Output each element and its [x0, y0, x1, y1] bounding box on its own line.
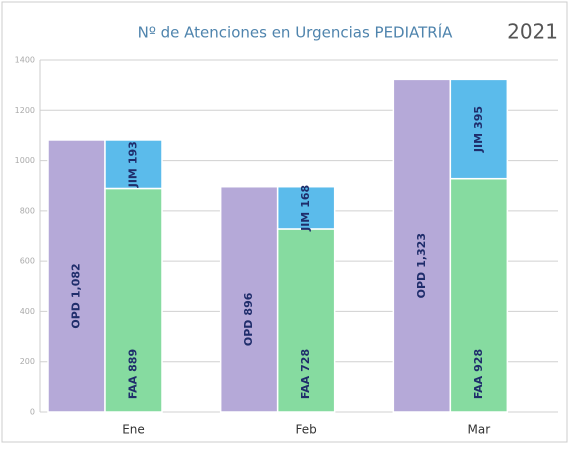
data-label: FAA 728 — [299, 349, 312, 399]
chart-title: Nº de Atenciones en Urgencias PEDIATRÍA — [138, 23, 454, 42]
series-name: JIM — [299, 212, 312, 232]
series-name: OPD — [415, 272, 428, 299]
series-name: OPD — [242, 320, 255, 347]
data-label: JIM 168 — [299, 185, 312, 232]
data-label: OPD 1,082 — [70, 263, 83, 328]
y-tick-label: 600 — [20, 257, 35, 266]
data-label: FAA 928 — [472, 349, 485, 399]
value-label: 728 — [299, 349, 312, 372]
value-label: 1,082 — [70, 263, 83, 298]
y-tick-label: 800 — [20, 206, 35, 215]
y-tick-label: 0 — [30, 408, 35, 417]
bar — [276, 228, 336, 413]
data-label: OPD 1,323 — [415, 233, 428, 298]
bar — [219, 185, 279, 413]
y-tick-label: 1000 — [15, 156, 35, 165]
series-name: OPD — [70, 302, 83, 329]
bar — [47, 139, 106, 413]
data-label: JIM 193 — [127, 141, 140, 188]
data-label: JIM 395 — [472, 106, 485, 153]
value-label: 168 — [299, 185, 312, 208]
value-label: 193 — [127, 141, 140, 164]
data-label: FAA 889 — [127, 349, 140, 399]
series-name: FAA — [299, 375, 312, 399]
bar — [449, 177, 509, 413]
x-tick-label: Mar — [468, 423, 491, 437]
bar — [104, 187, 163, 413]
series-name: FAA — [472, 375, 485, 399]
y-tick-label: 1400 — [15, 56, 35, 65]
bar — [449, 78, 509, 180]
series-name: JIM — [127, 168, 140, 188]
bar — [392, 78, 452, 413]
y-tick-label: 400 — [20, 307, 35, 316]
value-label: 1,323 — [415, 233, 428, 268]
value-label: 928 — [472, 349, 485, 372]
bar — [104, 139, 163, 190]
x-tick-label: Feb — [296, 423, 317, 437]
y-tick-label: 1200 — [15, 106, 35, 115]
value-label: 889 — [127, 349, 140, 372]
data-label: OPD 896 — [242, 292, 255, 346]
series-name: FAA — [127, 375, 140, 399]
series-name: JIM — [472, 133, 485, 153]
value-label: 395 — [472, 106, 485, 129]
bar — [276, 185, 336, 230]
y-tick-label: 200 — [20, 357, 35, 366]
chart-subtitle: 2021 — [507, 20, 558, 44]
x-tick-label: Ene — [122, 423, 145, 437]
value-label: 896 — [242, 292, 255, 315]
